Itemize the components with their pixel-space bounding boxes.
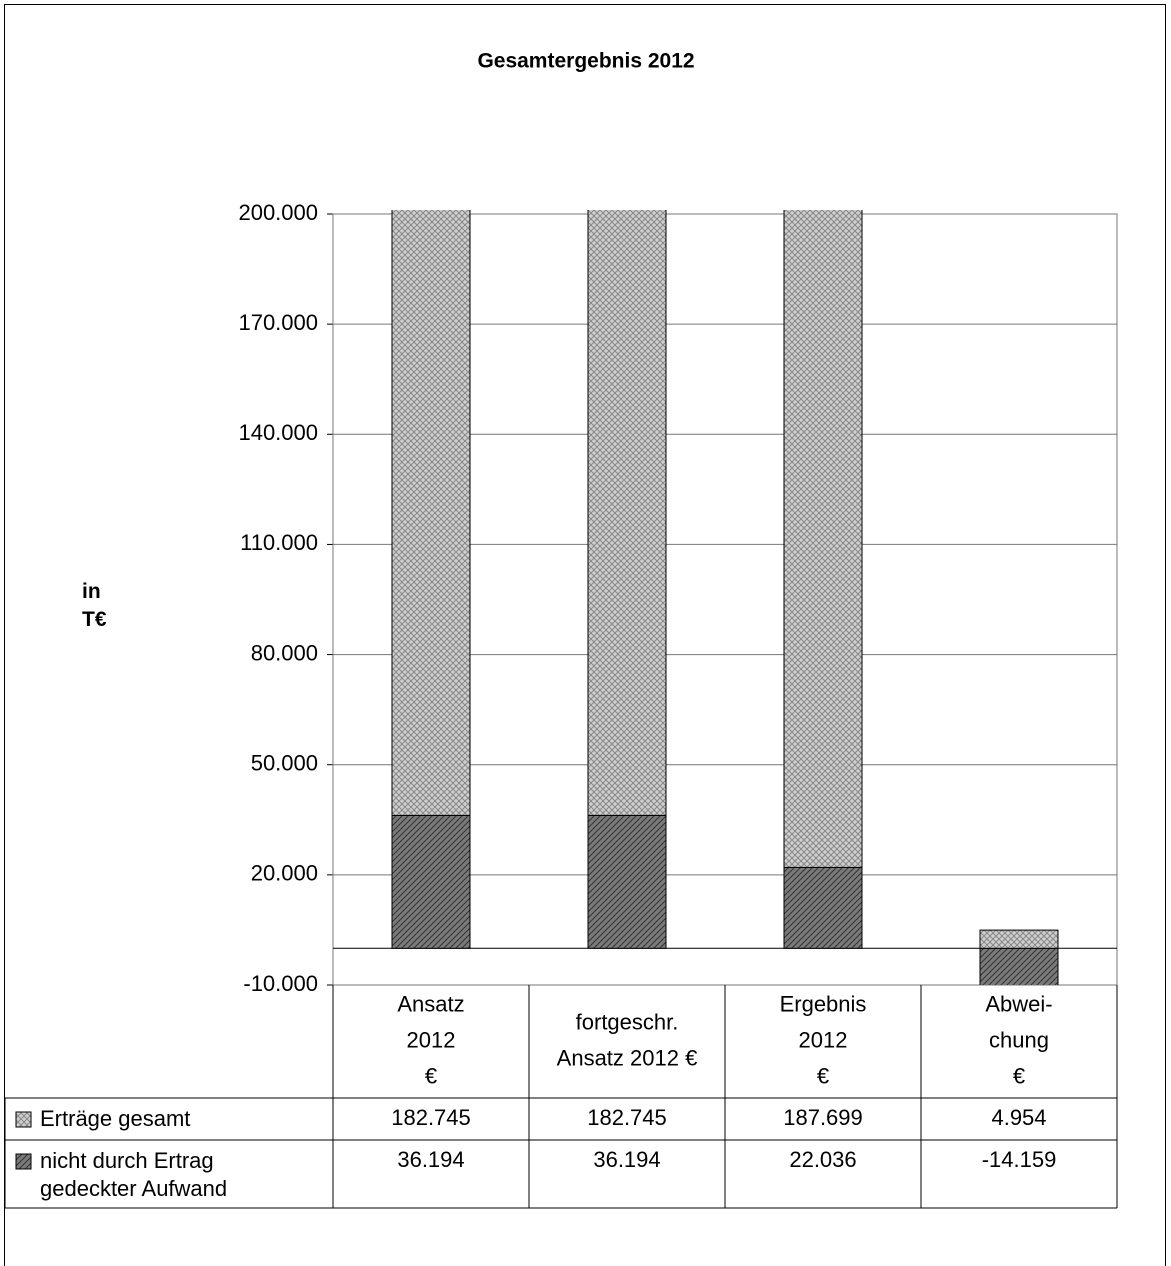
- legend-label: nicht durch Ertrag gedeckter Aufwand: [40, 1148, 228, 1201]
- category-label: chung: [989, 1027, 1049, 1052]
- bars: [391, 210, 1059, 985]
- y-tick-label: 110.000: [240, 530, 318, 555]
- table-value: 4.954: [991, 1105, 1046, 1130]
- category-label: Ansatz 2012 €: [557, 1045, 698, 1070]
- frame: [4, 4, 1166, 1266]
- bar-segment: [391, 814, 471, 949]
- category-label: 2012: [407, 1027, 456, 1052]
- bar-segment: [783, 866, 863, 949]
- bar-segment: [587, 814, 667, 949]
- y-tick-label: 50.000: [251, 751, 318, 776]
- category-label: Abwei-: [985, 991, 1052, 1016]
- chart-title: Gesamtergebnis 2012: [477, 50, 694, 73]
- category-label: 2012: [799, 1027, 848, 1052]
- table-value: 182.745: [587, 1105, 667, 1130]
- category-label: Ergebnis: [780, 991, 867, 1016]
- y-tick-label: 200.000: [238, 200, 318, 225]
- table-value: 187.699: [783, 1105, 863, 1130]
- y-axis-label: in T€: [82, 580, 107, 631]
- table-value: 22.036: [789, 1147, 856, 1172]
- table-value: 182.745: [391, 1105, 471, 1130]
- y-tick-label: 170.000: [238, 310, 318, 335]
- y-tick-label: -10.000: [243, 971, 318, 996]
- bar-segment: [391, 210, 471, 816]
- table-value: 36.194: [397, 1147, 464, 1172]
- category-label: €: [817, 1063, 829, 1088]
- table-value: -14.159: [982, 1147, 1057, 1172]
- y-tick-label: 80.000: [251, 640, 318, 665]
- legend-swatch: [15, 1111, 32, 1128]
- category-label: Ansatz: [397, 991, 464, 1016]
- bar-segment: [979, 947, 1059, 985]
- category-label: €: [1013, 1063, 1025, 1088]
- category-label: fortgeschr.: [576, 1009, 679, 1034]
- category-label: €: [425, 1063, 437, 1088]
- bar-segment: [587, 210, 667, 816]
- y-tick-label: 20.000: [251, 861, 318, 886]
- table-value: 36.194: [593, 1147, 660, 1172]
- legend-swatch: [15, 1153, 32, 1170]
- y-tick-label: 140.000: [238, 420, 318, 445]
- bar-segment: [979, 929, 1059, 949]
- bar-segment: [783, 210, 863, 868]
- legend-label: Erträge gesamt: [40, 1106, 191, 1131]
